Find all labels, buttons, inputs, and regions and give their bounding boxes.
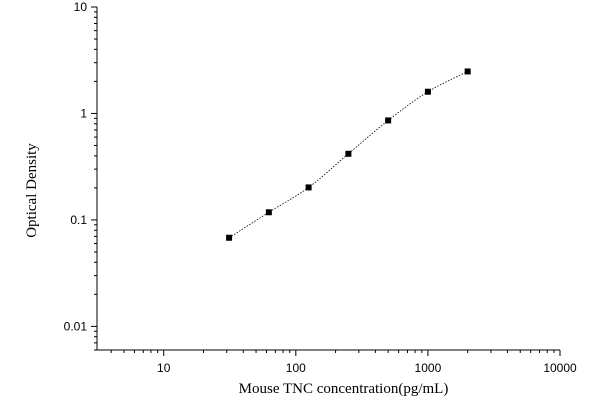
y-axis-label: Optical Density — [24, 143, 40, 238]
data-point — [424, 88, 431, 95]
y-tick-label: 10 — [74, 0, 88, 14]
y-tick-label: 0.01 — [64, 319, 88, 333]
data-point — [305, 184, 312, 191]
x-axis-label: Mouse TNC concentration(pg/mL) — [239, 381, 449, 397]
axes — [91, 6, 561, 356]
data-point — [345, 150, 352, 157]
tick-labels: 10 100 1000 10000 0.01 0.1 1 10 — [64, 0, 577, 375]
x-tick-label: 10000 — [543, 361, 577, 375]
y-tick-label: 0.1 — [70, 213, 87, 227]
data-point — [265, 209, 272, 216]
x-tick-label: 1000 — [415, 361, 442, 375]
data-points — [226, 68, 471, 241]
data-point — [385, 117, 392, 124]
data-point — [464, 68, 471, 75]
y-tick-label: 1 — [80, 106, 87, 120]
x-tick-label: 10 — [157, 361, 171, 375]
data-point — [226, 234, 233, 241]
x-tick-label: 100 — [286, 361, 306, 375]
